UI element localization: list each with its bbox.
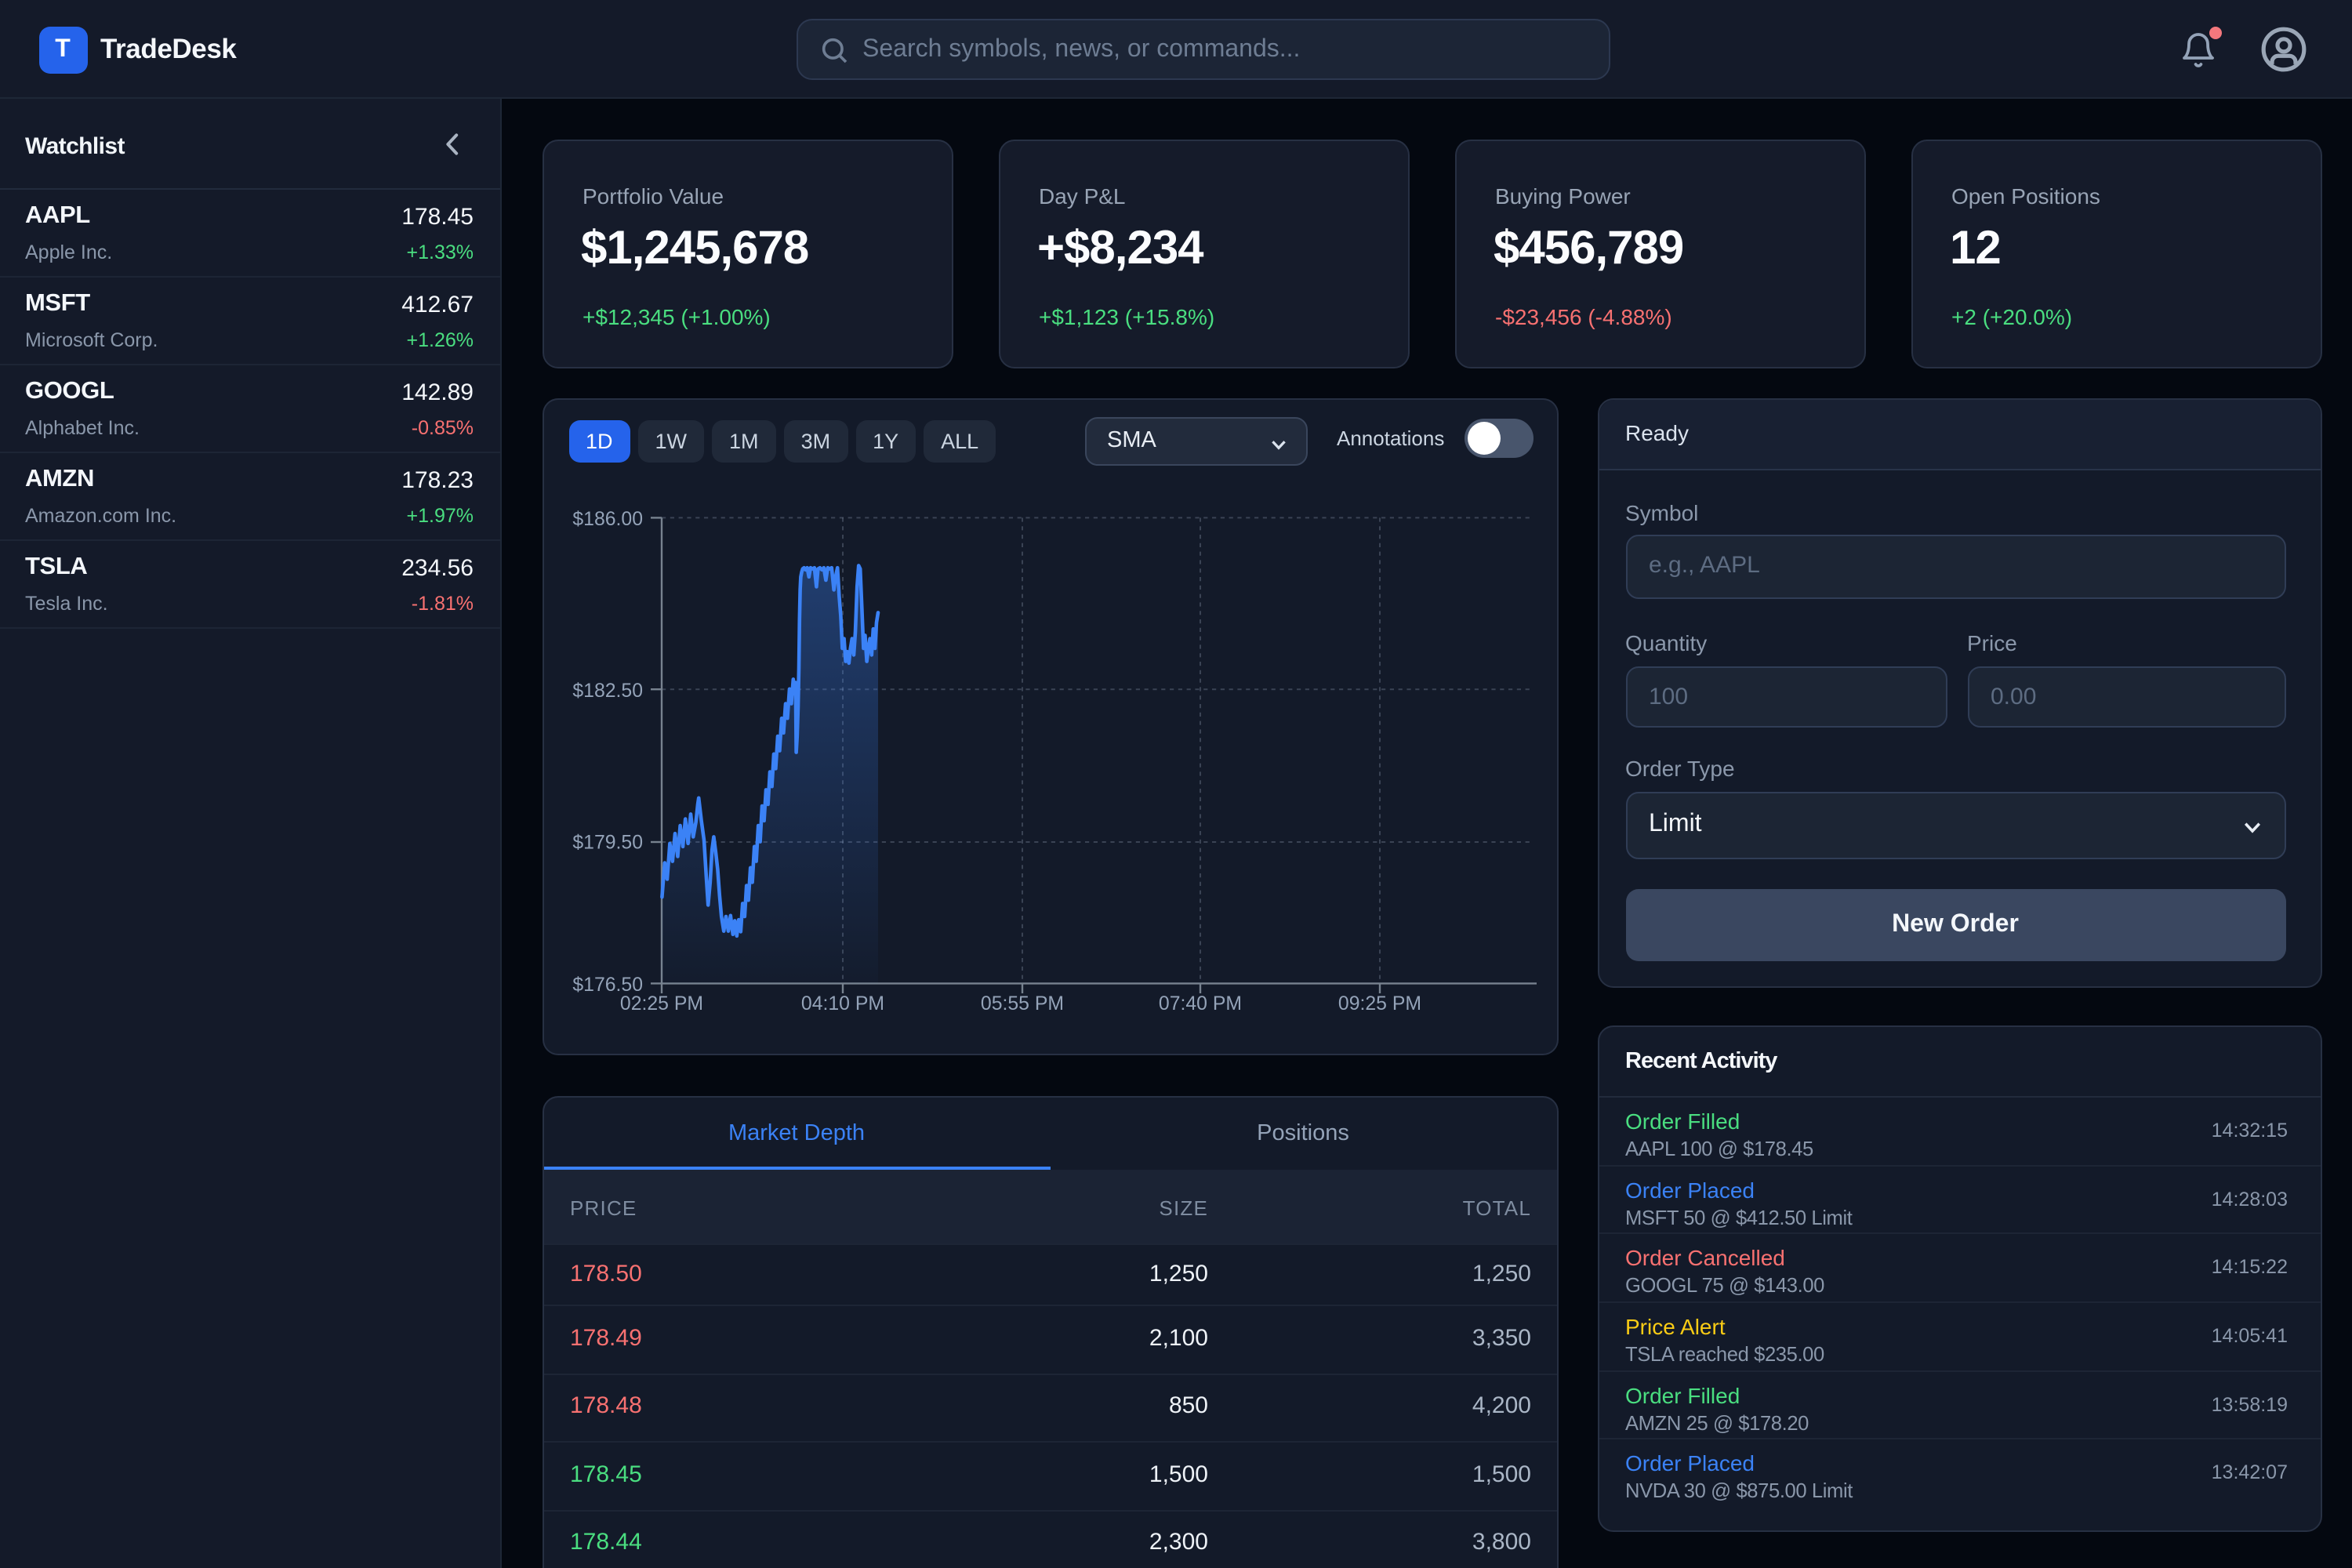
svg-text:$182.50: $182.50: [572, 680, 642, 701]
svg-text:$176.50: $176.50: [572, 974, 642, 995]
svg-text:04:10 PM: 04:10 PM: [800, 993, 884, 1014]
svg-text:$186.00: $186.00: [572, 508, 642, 529]
svg-text:07:40 PM: 07:40 PM: [1158, 993, 1241, 1014]
svg-text:09:25 PM: 09:25 PM: [1338, 993, 1421, 1014]
svg-text:$179.50: $179.50: [572, 832, 642, 853]
svg-text:05:55 PM: 05:55 PM: [980, 993, 1063, 1014]
svg-text:02:25 PM: 02:25 PM: [619, 993, 702, 1014]
